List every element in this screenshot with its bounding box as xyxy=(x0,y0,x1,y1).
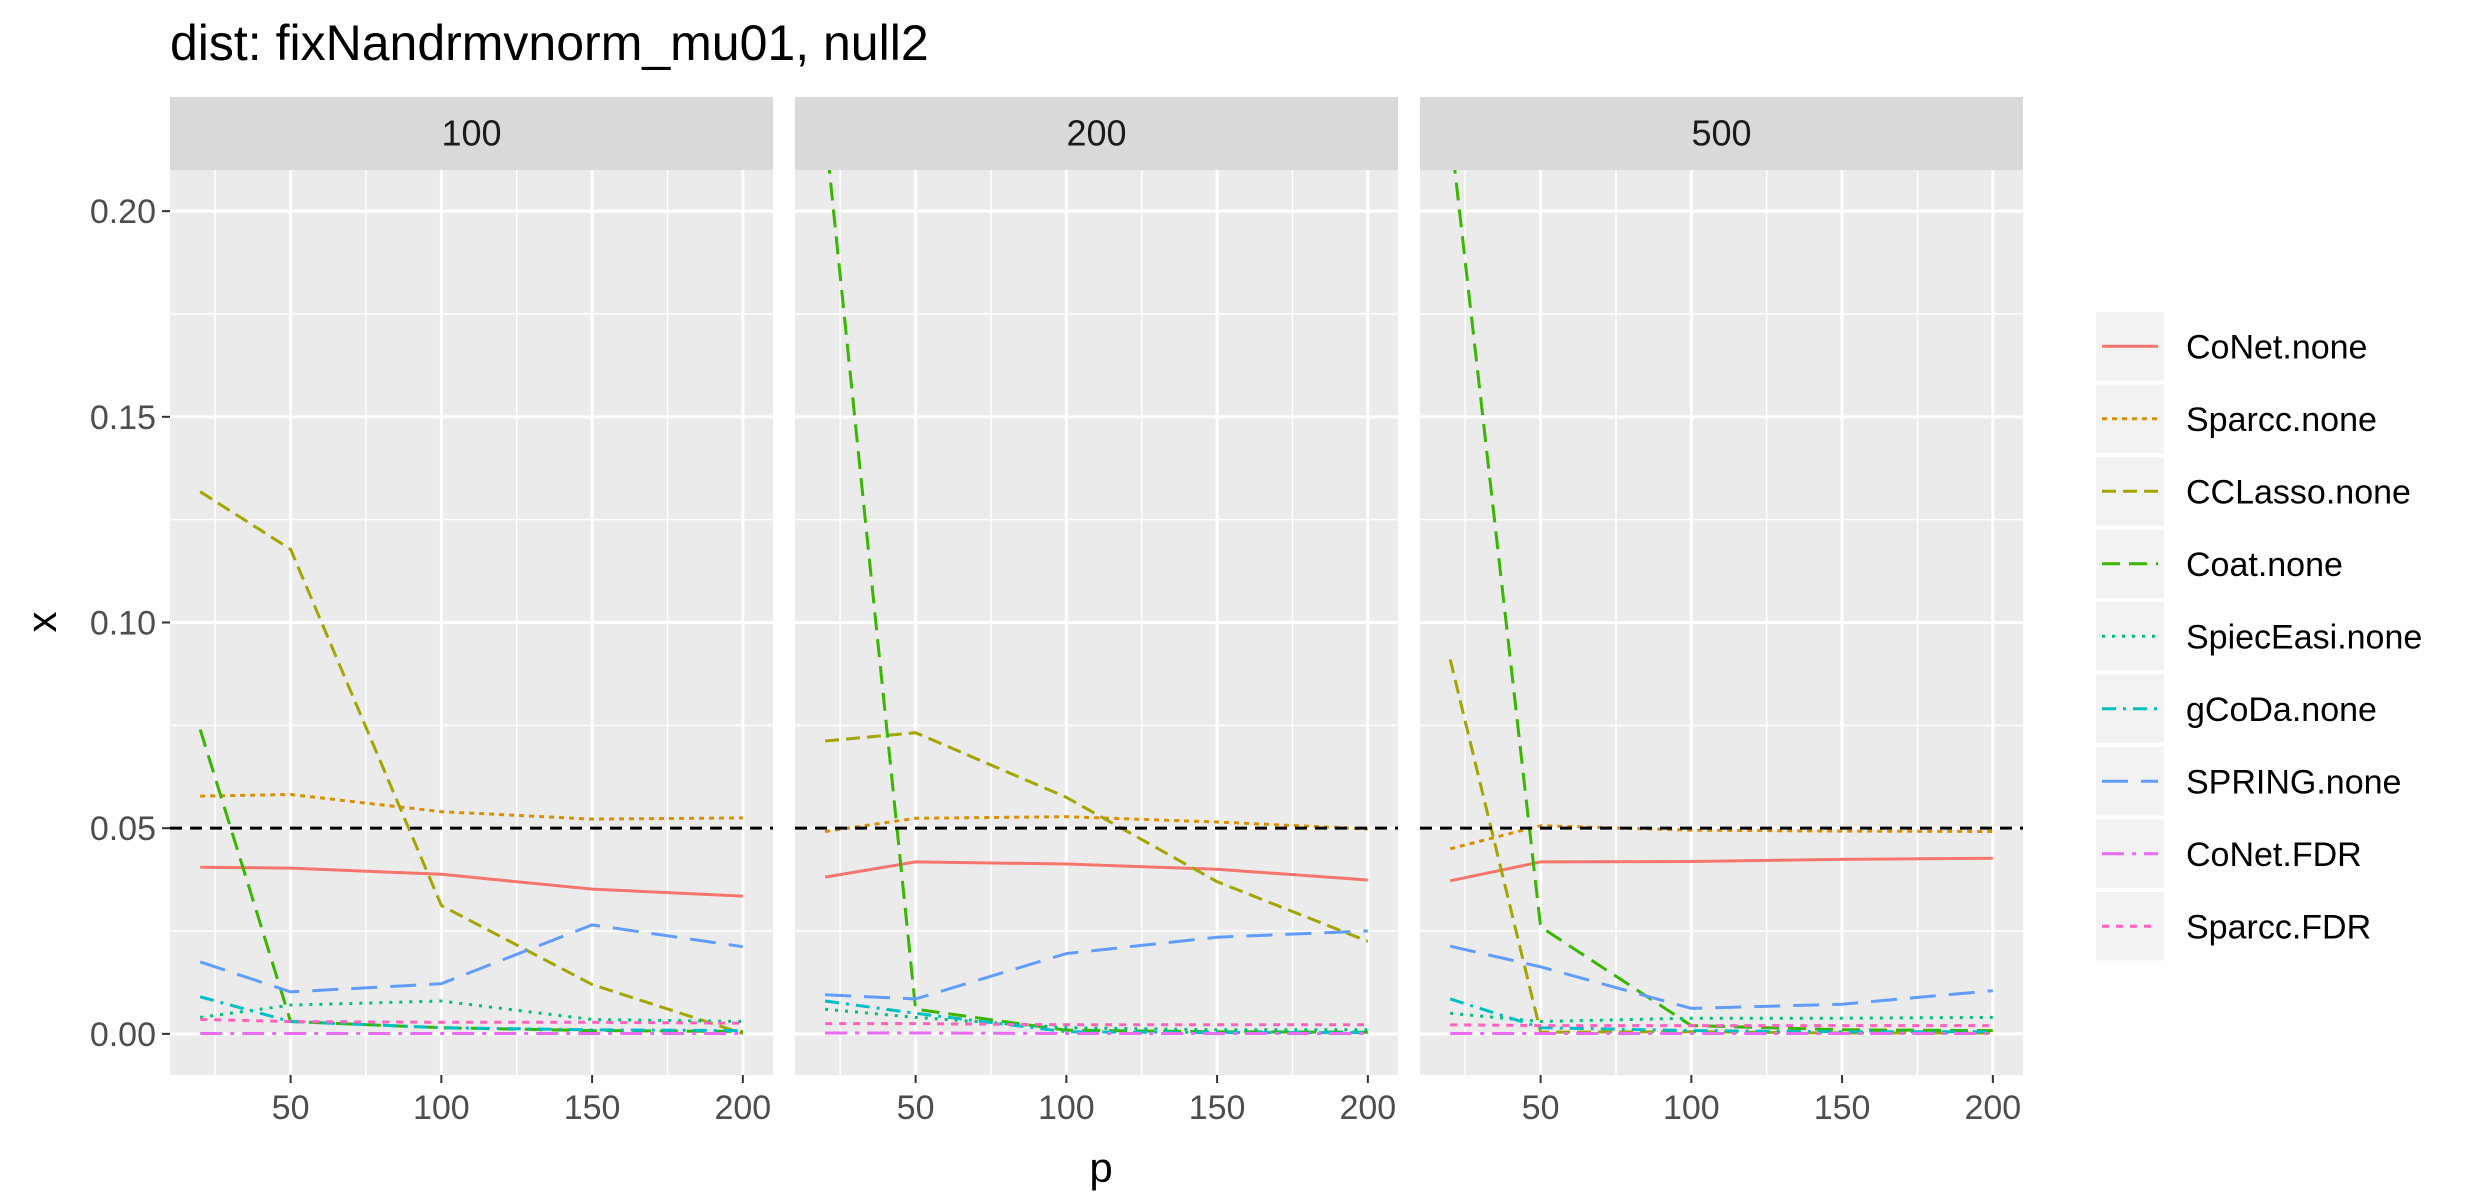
facet-strip xyxy=(170,97,773,170)
series-line-cclasso-none xyxy=(199,490,744,1035)
series-line-sparcc-fdr xyxy=(1450,1023,1993,1028)
legend-label: SpiecEasi.none xyxy=(2186,618,2422,656)
series-line-conet-none xyxy=(824,860,1368,882)
y-tick-label: 0.20 xyxy=(90,193,156,231)
legend-label: CoNet.none xyxy=(2186,328,2367,366)
x-tick-label: 150 xyxy=(564,1089,621,1127)
x-tick-label: 50 xyxy=(1522,1089,1560,1127)
x-tick-label: 150 xyxy=(1189,1089,1246,1127)
x-tick-label: 100 xyxy=(1663,1089,1720,1127)
legend-item: gCoDa.none xyxy=(2096,674,2377,743)
x-tick-label: 200 xyxy=(1964,1089,2021,1127)
x-axis-title: p xyxy=(1089,1144,1112,1191)
legend-item: CoNet.none xyxy=(2096,312,2367,381)
x-tick-label: 50 xyxy=(272,1089,310,1127)
legend-label: SPRING.none xyxy=(2186,763,2401,801)
legend: CoNet.none Sparcc.none CCLasso.none Coat.no… xyxy=(2096,312,2422,961)
legend-item: SpiecEasi.none xyxy=(2096,602,2422,671)
series-lines xyxy=(198,490,744,1035)
x-tick-label: 50 xyxy=(897,1089,935,1127)
x-tick-label: 200 xyxy=(714,1089,771,1127)
legend-item: SPRING.none xyxy=(2096,747,2401,816)
series-line-gcoda-none xyxy=(199,995,743,1033)
x-tick-label: 100 xyxy=(413,1089,470,1127)
facet-strip xyxy=(1420,97,2023,170)
series-line-conet-none xyxy=(1449,856,1993,883)
facet-strip-label: 100 xyxy=(441,113,501,154)
series-line-spring-none xyxy=(199,923,744,994)
legend-item: Sparcc.none xyxy=(2096,384,2377,453)
series-line-conet-fdr xyxy=(825,1031,1368,1035)
series-line-sparcc-fdr xyxy=(200,1018,743,1025)
facet-panel-200: 200 50 100 150 200 xyxy=(795,97,1398,1127)
series-line-coat-none xyxy=(827,170,1368,1034)
facet-strip xyxy=(795,97,1398,170)
legend-item: Coat.none xyxy=(2096,529,2343,598)
legend-label: CCLasso.none xyxy=(2186,473,2411,511)
series-line-sparcc-none xyxy=(200,792,743,821)
legend-item: CoNet.FDR xyxy=(2096,819,2362,888)
y-tick-label: 0.10 xyxy=(90,605,156,643)
y-axis: 0.00 0.05 0.10 0.15 0.20 xyxy=(90,193,170,1054)
x-tick-label: 200 xyxy=(1339,1089,1396,1127)
series-line-sparcc-none xyxy=(824,815,1368,833)
x-tick-label: 150 xyxy=(1814,1089,1871,1127)
legend-label: CoNet.FDR xyxy=(2186,836,2362,874)
legend-label: gCoDa.none xyxy=(2186,691,2377,729)
y-tick-label: 0.00 xyxy=(90,1016,156,1054)
x-tick-label: 100 xyxy=(1038,1089,1095,1127)
series-line-gcoda-none xyxy=(824,999,1368,1035)
legend-label: Sparcc.FDR xyxy=(2186,908,2371,946)
series-line-spring-none xyxy=(1449,944,1993,1010)
series-line-sparcc-fdr xyxy=(825,1022,1368,1027)
y-axis-title: x xyxy=(18,612,65,633)
facet-strip-label: 500 xyxy=(1691,113,1751,154)
legend-label: Sparcc.none xyxy=(2186,401,2377,439)
series-line-sparcc-none xyxy=(1449,824,1993,851)
series-lines xyxy=(824,170,1369,1035)
y-tick-label: 0.05 xyxy=(90,810,156,848)
facet-strip-label: 200 xyxy=(1066,113,1126,154)
legend-label: Coat.none xyxy=(2186,546,2343,584)
series-line-spieceasi-none xyxy=(824,1007,1368,1032)
series-line-conet-none xyxy=(200,865,743,898)
series-lines xyxy=(1448,170,1993,1035)
series-line-spieceasi-none xyxy=(199,999,743,1023)
series-line-cclasso-none xyxy=(824,731,1369,943)
chart-title: dist: fixNandrmvnorm_mu01, null2 xyxy=(170,15,929,71)
legend-item: Sparcc.FDR xyxy=(2096,892,2371,961)
y-tick-label: 0.15 xyxy=(90,399,156,437)
series-line-spring-none xyxy=(825,929,1368,1001)
facet-panel-100: 100 50 100 150 200 xyxy=(170,97,773,1127)
series-line-gcoda-none xyxy=(1449,997,1993,1034)
facet-panel-500: 500 50 100 150 200 xyxy=(1420,97,2023,1127)
legend-item: CCLasso.none xyxy=(2096,457,2411,526)
